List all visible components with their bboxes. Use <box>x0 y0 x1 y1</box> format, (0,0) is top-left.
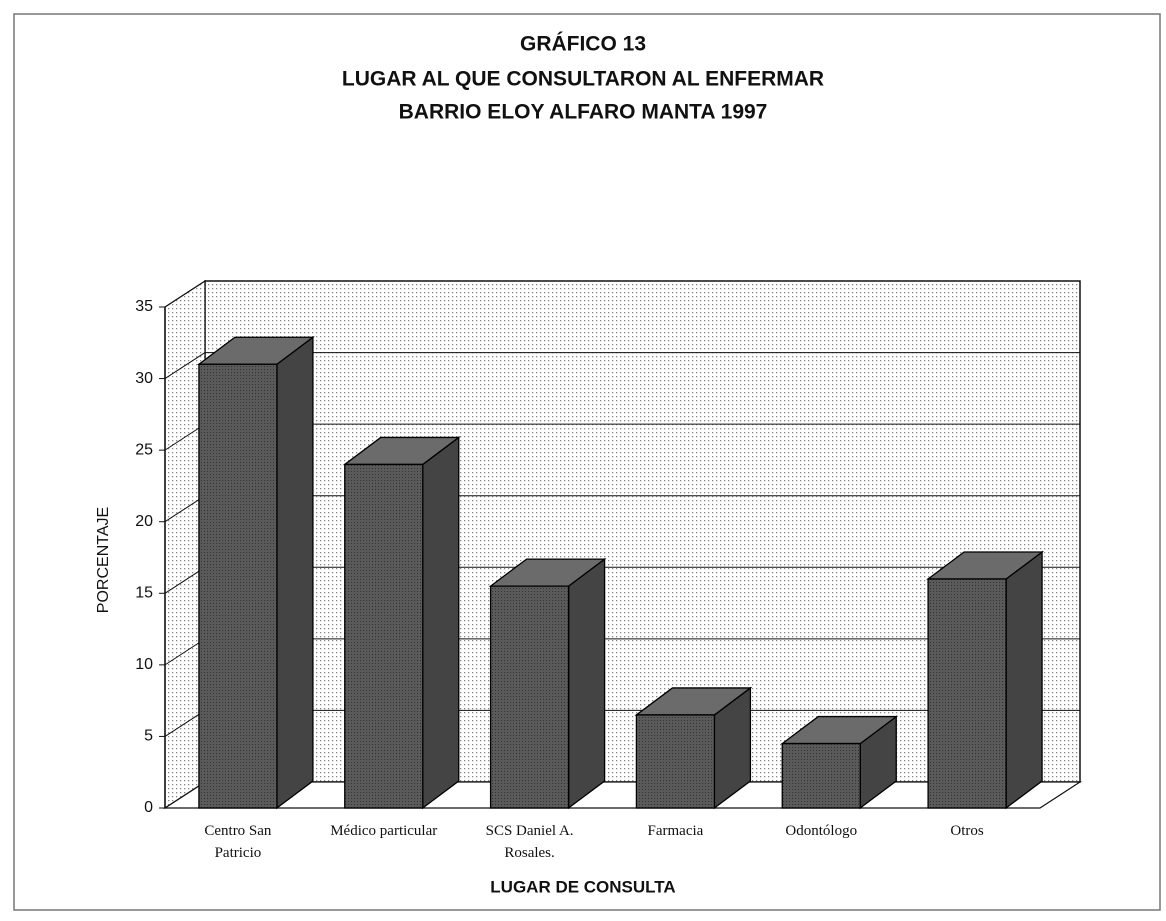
y-tick-label: 25 <box>135 441 153 458</box>
bar <box>635 714 716 809</box>
bar <box>344 463 424 809</box>
y-tick-label: 0 <box>144 799 153 816</box>
bar <box>927 578 1007 809</box>
y-axis-label: PORCENTAJE <box>95 507 112 613</box>
y-tick-label: 30 <box>135 370 153 387</box>
x-tick-label: Centro San Patricio <box>204 823 272 861</box>
chart-title: GRÁFICO 13 <box>520 33 646 56</box>
bar-side <box>1005 550 1043 810</box>
y-tick-label: 15 <box>135 585 153 602</box>
y-tick-label: 20 <box>135 513 153 530</box>
x-tick-label: Médico particular <box>330 823 438 839</box>
bar-side <box>567 557 606 810</box>
bar <box>489 585 570 809</box>
y-tick-label: 5 <box>144 728 153 745</box>
x-axis-label: LUGAR DE CONSULTA <box>490 877 675 896</box>
grid-line <box>164 280 206 308</box>
x-tick-label: SCS Daniel A. Rosales. <box>485 823 574 861</box>
bar <box>198 363 278 809</box>
y-tick-label: 10 <box>135 656 153 673</box>
bar <box>781 742 861 809</box>
y-tick-label: 35 <box>135 298 153 315</box>
x-tick-label: Farmacia <box>647 823 704 839</box>
bar-side <box>276 335 314 810</box>
chart-title: LUGAR AL QUE CONSULTARON AL ENFERMAR <box>342 68 824 91</box>
x-tick-label: Otros <box>950 823 984 839</box>
grid-line <box>164 352 206 379</box>
chart-title: BARRIO ELOY ALFARO MANTA 1997 <box>399 101 768 124</box>
bar-side <box>422 436 460 810</box>
frame <box>13 13 1161 911</box>
x-tick-label: Odontólogo <box>785 823 858 839</box>
